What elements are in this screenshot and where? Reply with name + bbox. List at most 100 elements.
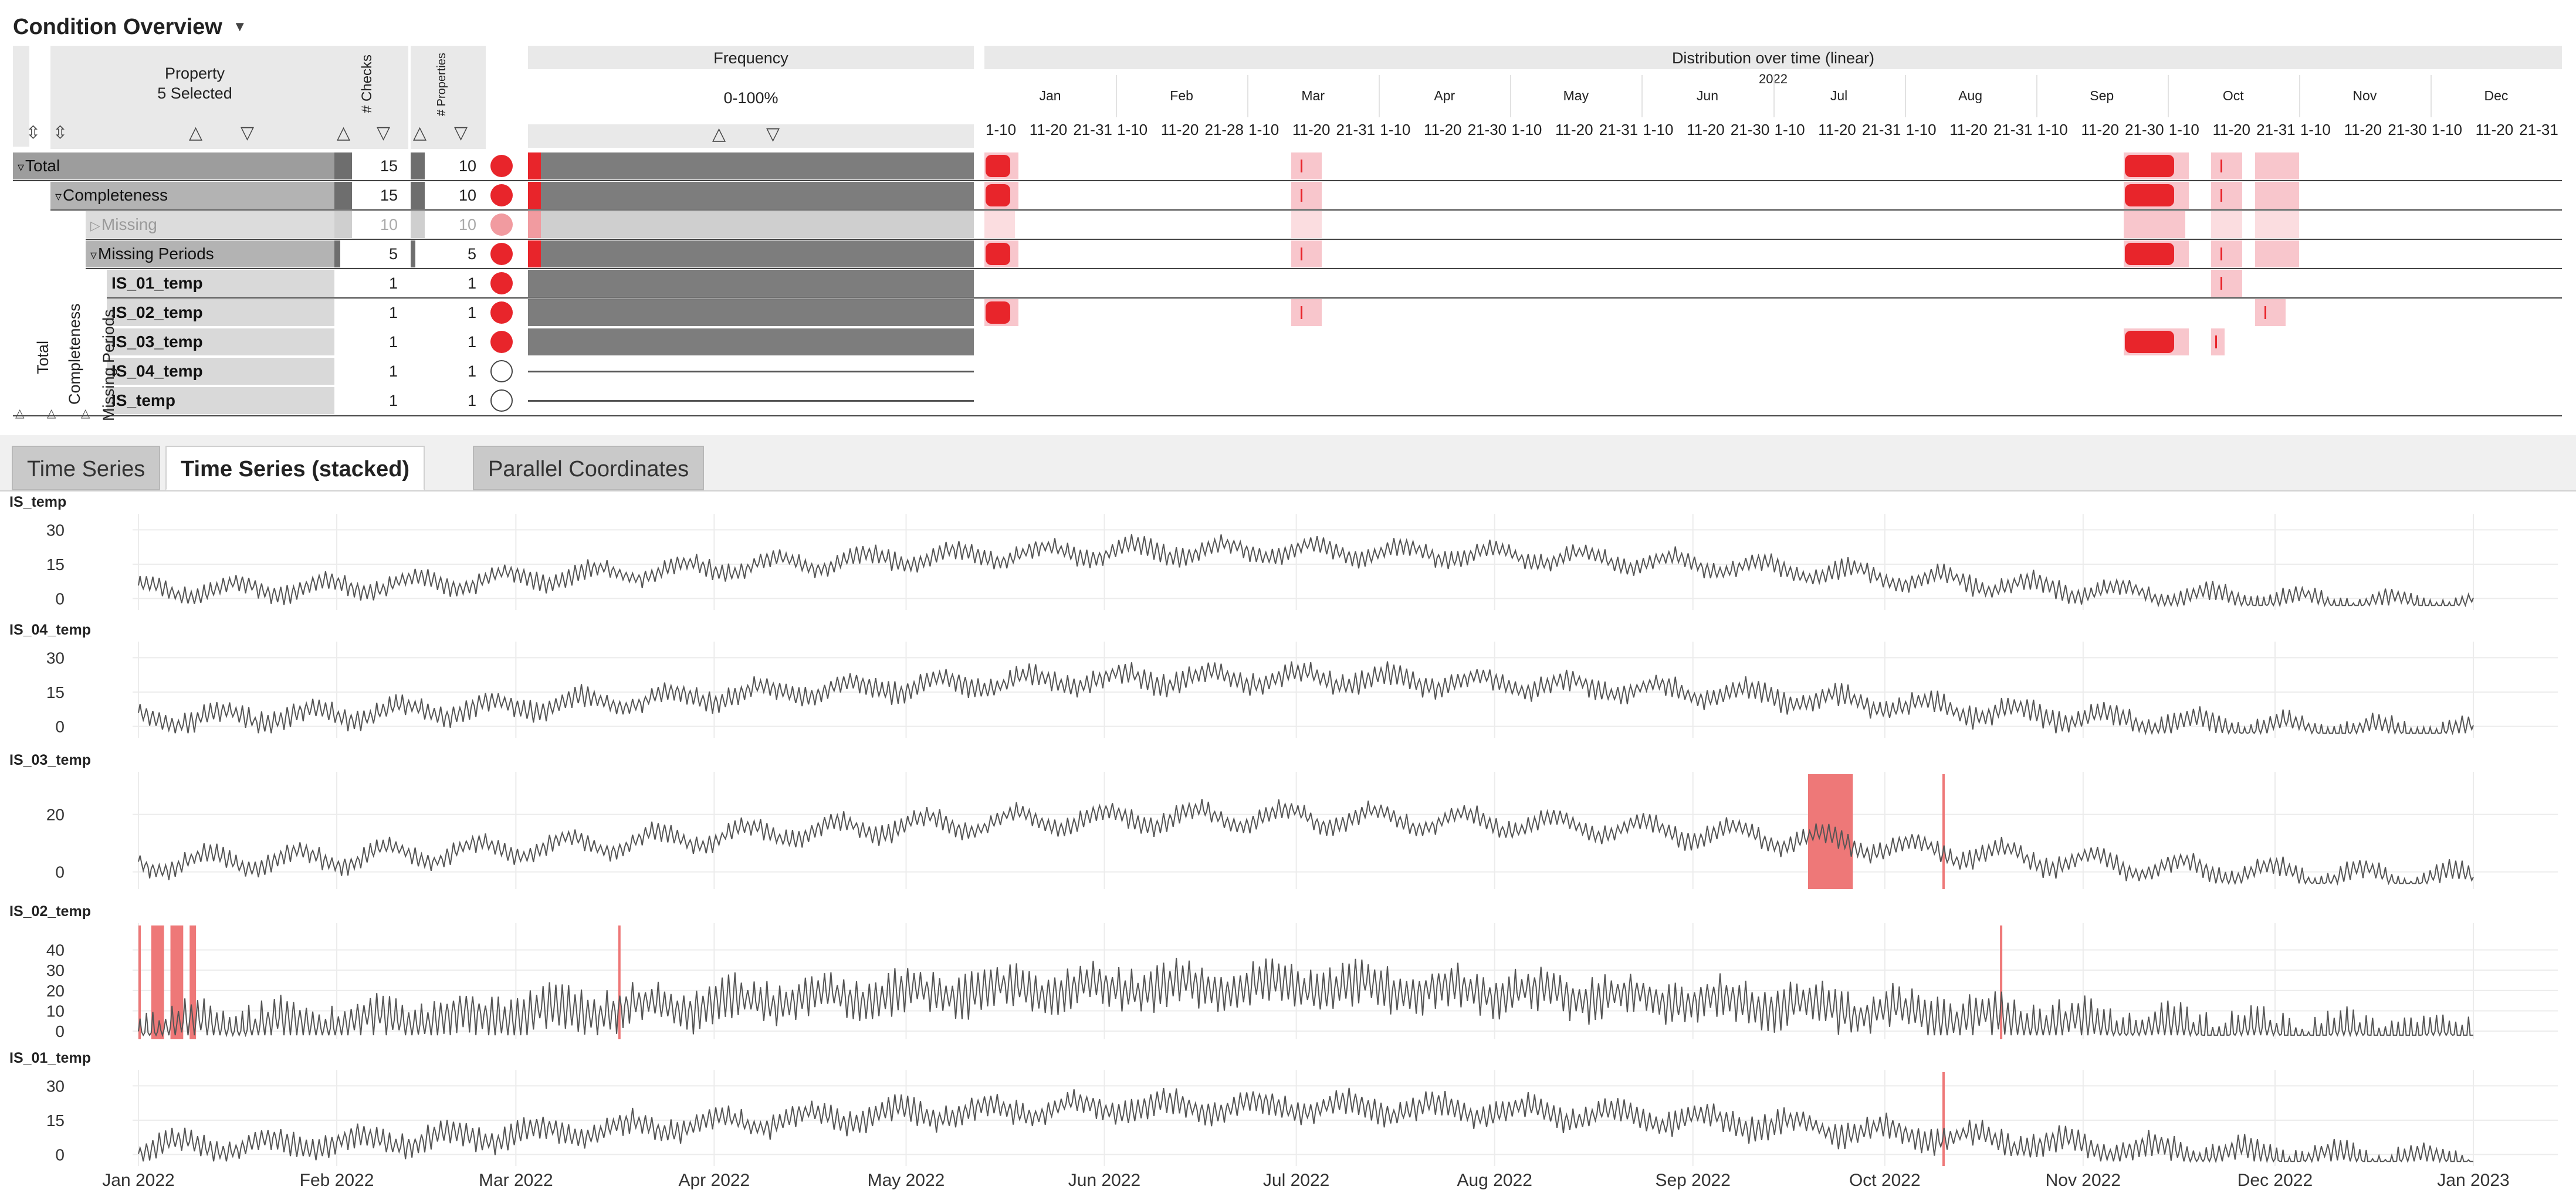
collapse-icon[interactable]: ▿ xyxy=(18,160,25,174)
table-row[interactable]: IS_01_temp 1 1 xyxy=(13,269,2562,298)
status-dot xyxy=(490,331,513,353)
properties-count: 5 xyxy=(467,245,476,263)
collapse-all-icon[interactable]: ⇳ xyxy=(53,123,68,143)
properties-sort-asc-icon[interactable]: △ xyxy=(413,123,427,143)
table-row[interactable]: ▷Missing 10 10 xyxy=(13,210,2562,239)
period-label: 1-10 xyxy=(2168,121,2199,138)
y-tick-label: 0 xyxy=(55,1145,65,1164)
panel-title: IS_01_temp xyxy=(9,1050,91,1066)
distribution-issue-mark xyxy=(2125,155,2174,177)
row-label[interactable]: IS_04_temp xyxy=(107,358,334,385)
period-label: 1-10 xyxy=(1774,121,1805,138)
row-label[interactable]: ▿Total xyxy=(13,152,334,179)
row-label[interactable]: IS_02_temp xyxy=(107,299,334,326)
properties-count: 1 xyxy=(467,392,476,409)
period-label: 1-10 xyxy=(1117,121,1148,138)
checks-count: 10 xyxy=(380,216,398,233)
period-label: 21-31 xyxy=(2519,121,2558,138)
caret-down-icon[interactable]: ▼ xyxy=(232,19,247,35)
frequency-sort-desc-icon[interactable]: ▽ xyxy=(766,124,780,144)
period-label: 21-31 xyxy=(1993,121,2033,138)
frequency-empty-line xyxy=(528,400,974,402)
series-line xyxy=(138,958,2473,1038)
checks-count: 1 xyxy=(388,392,398,409)
properties-count: 10 xyxy=(458,157,476,175)
row-label[interactable]: ▿Completeness xyxy=(50,182,334,209)
period-label: 11-20 xyxy=(2475,121,2514,138)
month-label: Apr xyxy=(1434,88,1455,103)
collapse-icon[interactable]: ▿ xyxy=(90,248,97,262)
row-label[interactable]: ▿Missing Periods xyxy=(86,240,334,267)
period-label: 11-20 xyxy=(2081,121,2119,138)
scroll-up-icon[interactable]: △ xyxy=(81,407,90,420)
distribution-issue-mark xyxy=(986,243,1010,265)
x-tick-label: Sep 2022 xyxy=(1655,1171,1730,1190)
row-label-text: IS_03_temp xyxy=(111,333,203,351)
period-label: 21-30 xyxy=(2388,121,2427,138)
missing-period-mark xyxy=(1942,774,1945,889)
period-label: 1-10 xyxy=(1248,121,1279,138)
table-row[interactable]: IS_03_temp 1 1 xyxy=(13,327,2562,357)
x-tick-label: Nov 2022 xyxy=(2046,1171,2121,1190)
tab-time-series[interactable]: Time Series xyxy=(12,446,161,490)
row-label[interactable]: IS_03_temp xyxy=(107,328,334,355)
x-tick-label: May 2022 xyxy=(868,1171,945,1190)
property-selected: 5 Selected xyxy=(157,84,232,102)
stacked-time-series: IS_temp 0 15 30 IS_04_temp 0 15 30 IS_03_temp 0 20… xyxy=(0,493,2576,1190)
frequency-bar xyxy=(528,299,974,326)
panel-title: IS_03_temp xyxy=(9,752,91,768)
table-row[interactable]: ▿Total 15 10 xyxy=(13,151,2562,181)
condition-overview-header[interactable]: Condition Overview ▼ xyxy=(13,11,247,43)
y-tick-label: 20 xyxy=(46,982,65,1000)
month-label: Mar xyxy=(1301,88,1325,103)
distribution-cell xyxy=(1291,152,1322,179)
distribution-cell xyxy=(2211,211,2242,238)
checks-sort-desc-icon[interactable]: ▽ xyxy=(377,123,391,143)
frequency-bar xyxy=(528,182,974,209)
scroll-up-icon[interactable]: △ xyxy=(15,407,25,420)
distribution-cell xyxy=(2255,240,2299,267)
page-title: Condition Overview xyxy=(13,14,222,39)
sort-ascending-icon[interactable]: △ xyxy=(189,123,203,143)
row-label-text: Missing xyxy=(101,215,157,233)
row-label-text: IS_01_temp xyxy=(111,274,203,292)
x-tick-label: Aug 2022 xyxy=(1457,1171,1532,1190)
period-label: 21-31 xyxy=(1073,121,1112,138)
frequency-bar xyxy=(528,240,974,267)
tab-time-series-stacked[interactable]: Time Series (stacked) xyxy=(165,446,425,490)
month-label: Dec xyxy=(2484,88,2509,103)
view-tabs: Time Series Time Series (stacked) Parall… xyxy=(0,435,2576,491)
row-label[interactable]: ▷Missing xyxy=(86,211,334,238)
properties-sort-desc-icon[interactable]: ▽ xyxy=(454,123,468,143)
period-label: 1-10 xyxy=(1643,121,1674,138)
table-row[interactable]: IS_04_temp 1 1 xyxy=(13,357,2562,386)
scroll-up-icon[interactable]: △ xyxy=(47,407,56,420)
expand-all-icon[interactable]: ⇳ xyxy=(26,123,41,143)
period-label: 11-20 xyxy=(1423,121,1462,138)
checks-count: 15 xyxy=(380,157,398,175)
distribution-issue-mark xyxy=(2125,331,2174,353)
tab-parallel-coordinates[interactable]: Parallel Coordinates xyxy=(473,446,705,490)
frequency-sort-asc-icon[interactable]: △ xyxy=(712,124,726,144)
frequency-bar xyxy=(528,152,974,179)
row-label[interactable]: IS_temp xyxy=(107,387,334,414)
group-label-total: Total xyxy=(34,340,52,374)
sort-descending-icon[interactable]: ▽ xyxy=(241,123,255,143)
table-row[interactable]: IS_temp 1 1 xyxy=(13,386,2562,415)
missing-period-mark xyxy=(2000,925,2003,1039)
y-tick-label: 10 xyxy=(46,1002,65,1021)
row-label[interactable]: IS_01_temp xyxy=(107,270,334,297)
checks-sort-asc-icon[interactable]: △ xyxy=(337,123,351,143)
y-tick-label: 30 xyxy=(46,649,65,667)
collapse-icon[interactable]: ▿ xyxy=(55,189,62,204)
series-line xyxy=(138,661,2474,736)
table-row[interactable]: IS_02_temp 1 1 xyxy=(13,298,2562,327)
table-row[interactable]: ▿Missing Periods 5 5 xyxy=(13,239,2562,269)
expand-icon[interactable]: ▷ xyxy=(90,218,100,233)
y-tick-label: 0 xyxy=(55,717,65,735)
distribution-issue-mark xyxy=(2125,184,2174,206)
period-label: 1-10 xyxy=(1905,121,1937,138)
table-row[interactable]: ▿Completeness 15 10 xyxy=(13,181,2562,210)
distribution-issue-mark xyxy=(986,184,1010,206)
row-label-text: Missing Periods xyxy=(98,245,214,263)
